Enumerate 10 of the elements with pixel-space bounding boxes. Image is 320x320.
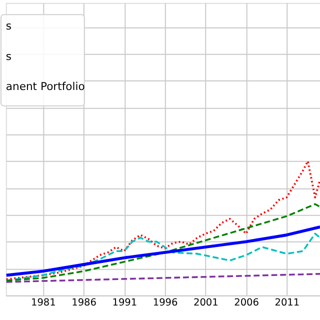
x-tick-label: 2006	[234, 298, 260, 309]
text: anent Portfolio	[6, 80, 85, 94]
x-tick-label: 1986	[72, 298, 97, 309]
x-tick-label: 1996	[152, 298, 178, 309]
x-tick-label: 1981	[30, 298, 56, 309]
text: s	[6, 19, 12, 32]
text: s	[6, 50, 12, 63]
x-tick-label: 2001	[193, 298, 218, 309]
x-tick-label: 1991	[112, 298, 138, 309]
x-tick-label: 2011	[274, 298, 300, 309]
